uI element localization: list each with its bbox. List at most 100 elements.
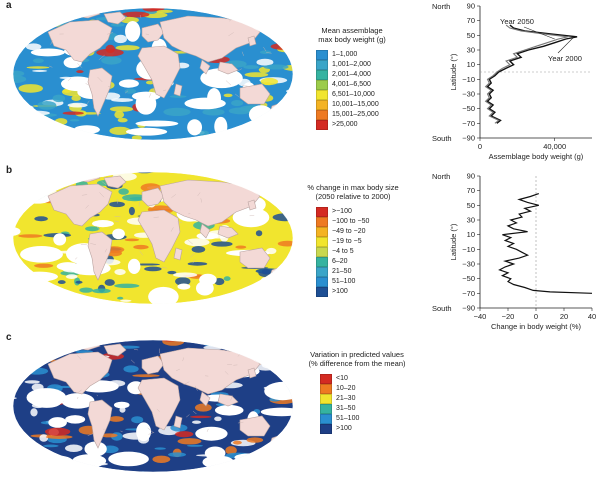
legend-label: 1–1,000 xyxy=(332,51,358,58)
legend-label: 21–30 xyxy=(336,395,356,402)
map-panel-a xyxy=(8,4,298,149)
legend-panel-b: % change in max body size (2050 relative… xyxy=(298,183,408,323)
legend-swatch xyxy=(316,79,328,90)
x-tick-label: 40 xyxy=(588,312,596,321)
y-tick-label: −70 xyxy=(462,289,475,298)
legend-label: 21–50 xyxy=(332,268,352,275)
y-tick-label: −30 xyxy=(462,260,475,269)
y-tick-label: 90 xyxy=(467,2,475,11)
legend-item: 31–50 xyxy=(320,403,356,414)
legend-item: >100 xyxy=(316,286,348,297)
map-ocean-layer xyxy=(13,340,293,472)
x-tick-label: 40,000 xyxy=(543,142,566,151)
panel-c-letter: c xyxy=(6,332,12,343)
legend-item: −49 to −20 xyxy=(316,226,366,237)
legend-item: 1,001–2,000 xyxy=(316,59,371,70)
legend-item: >−100 xyxy=(316,206,352,217)
x-tick-label: 0 xyxy=(478,142,482,151)
annotation-year-2050: Year 2050 xyxy=(500,17,534,26)
legend-swatch xyxy=(320,373,332,384)
y-tick-label: −50 xyxy=(462,104,475,113)
legend-swatch xyxy=(316,206,328,217)
y-tick-label: 90 xyxy=(467,172,475,181)
legend-swatch xyxy=(316,89,328,100)
y-tick-label: −10 xyxy=(462,75,475,84)
legend-item: 1–1,000 xyxy=(316,49,358,60)
y-tick-label: 30 xyxy=(467,216,475,225)
legend-swatch xyxy=(316,59,328,70)
panel-b-letter: b xyxy=(6,165,13,176)
legend-item: 6–20 xyxy=(316,256,348,267)
legend-item: 51–100 xyxy=(316,276,356,287)
map-panel-c xyxy=(8,336,298,481)
legend-label: 6,501–10,000 xyxy=(332,91,375,98)
profile-chart-b: 90 70 50 30 10 −10 −30 −50 −70 −90 −40 −20 0 20 40 Nort… xyxy=(430,163,600,335)
legend-label: 10,001–15,000 xyxy=(332,101,379,108)
legend-label: −49 to −20 xyxy=(332,228,366,235)
x-tick-label: −40 xyxy=(474,312,487,321)
legend-item: <10 xyxy=(320,373,348,384)
y-tick-label: −90 xyxy=(462,134,475,143)
legend-label: −4 to 5 xyxy=(332,248,354,255)
legend-label: 51–100 xyxy=(332,278,356,285)
y-tick-label: 50 xyxy=(467,201,475,210)
y-tick-label: 70 xyxy=(467,16,475,25)
y-tick-label: −50 xyxy=(462,274,475,283)
legend-item: 6,501–10,000 xyxy=(316,89,375,100)
legend-swatch xyxy=(320,383,332,394)
legend-item: >100 xyxy=(320,423,352,434)
legend-title: Variation in predicted values (% differe… xyxy=(308,350,406,368)
legend-swatch xyxy=(316,69,328,80)
y-tick-label: 50 xyxy=(467,31,475,40)
y-axis-label: Latitude (°) xyxy=(449,223,458,260)
legend-label: >100 xyxy=(336,425,352,432)
legend-label: 51–100 xyxy=(336,415,360,422)
y-tick-label: 30 xyxy=(467,46,475,55)
legend-title: Mean assemblage max body weight (g) xyxy=(318,26,386,44)
panel-a-letter: a xyxy=(6,0,12,11)
y-tick-label: −70 xyxy=(462,119,475,128)
legend-panel-a: Mean assemblage max body weight (g) 1–1,… xyxy=(300,26,410,146)
legend-item: 21–30 xyxy=(320,393,356,404)
series-line xyxy=(484,24,568,124)
legend-swatch xyxy=(320,393,332,404)
x-axis-label: Assemblage body weight (g) xyxy=(489,152,584,161)
legend-item: −100 to −50 xyxy=(316,216,370,227)
legend-label: 31–50 xyxy=(336,405,356,412)
legend-label: >25,000 xyxy=(332,121,358,128)
legend-label: 4,001–6,500 xyxy=(332,81,371,88)
x-tick-label: 0 xyxy=(534,312,538,321)
y-tick-label: 10 xyxy=(467,230,475,239)
legend-swatch xyxy=(316,49,328,60)
x-tick-label: 20 xyxy=(560,312,568,321)
south-label: South xyxy=(432,134,452,143)
north-label: North xyxy=(432,2,450,11)
legend-swatch xyxy=(320,423,332,434)
y-axis-label: Latitude (°) xyxy=(449,53,458,90)
legend-label: 10–20 xyxy=(336,385,356,392)
annotation-year-2000: Year 2000 xyxy=(548,54,582,63)
legend-swatch xyxy=(316,216,328,227)
legend-swatch xyxy=(316,109,328,120)
legend-item: 21–50 xyxy=(316,266,352,277)
south-label: South xyxy=(432,304,452,313)
legend-swatch xyxy=(316,226,328,237)
y-tick-label: 70 xyxy=(467,186,475,195)
legend-label: −100 to −50 xyxy=(332,218,370,225)
series-line xyxy=(486,24,578,124)
map-ocean-layer xyxy=(13,8,293,140)
legend-label: <10 xyxy=(336,375,348,382)
y-tick-label: 10 xyxy=(467,60,475,69)
legend-label: −19 to −5 xyxy=(332,238,362,245)
legend-item: 2,001–4,000 xyxy=(316,69,371,80)
legend-swatch xyxy=(320,403,332,414)
legend-label: 1,001–2,000 xyxy=(332,61,371,68)
legend-item: 15,001–25,000 xyxy=(316,109,379,120)
legend-swatch xyxy=(316,119,328,130)
north-label: North xyxy=(432,172,450,181)
x-axis-label: Change in body weight (%) xyxy=(491,322,582,331)
legend-item: 10,001–15,000 xyxy=(316,99,379,110)
legend-swatch xyxy=(316,236,328,247)
series-line xyxy=(498,193,593,294)
y-tick-label: −10 xyxy=(462,245,475,254)
